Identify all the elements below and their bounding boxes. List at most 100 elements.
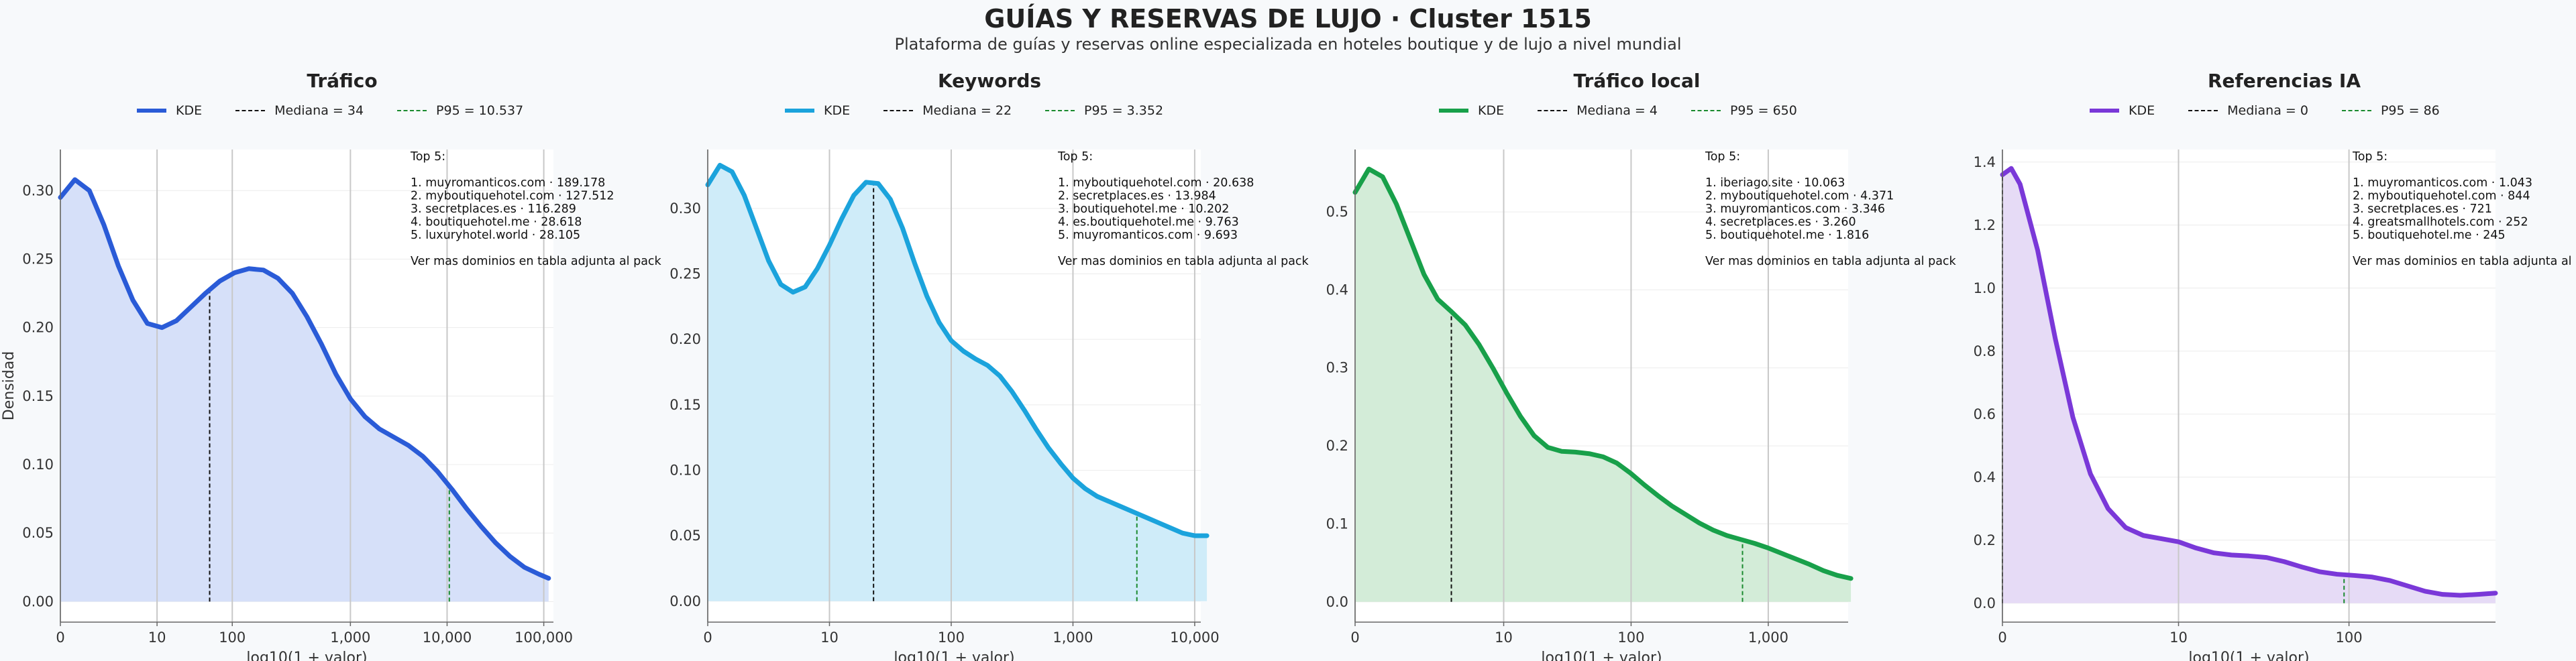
legend-label: P95 = 10.537 (436, 103, 524, 118)
legend-item-median: Mediana = 22 (883, 103, 1012, 118)
kde-area (708, 165, 1208, 601)
kde-chart: 0.0 0.2 0.4 0.6 0.8 1.0 1.2 1.4 0 10 100 log10(1 + … (1974, 149, 2576, 661)
y-tick-label: 0.1 (1326, 516, 1348, 532)
top5-line: 5. boutiquehotel.me · 245 (2353, 229, 2506, 242)
top5-line: 3. secretplaces.es · 721 (2353, 202, 2492, 216)
page-title: GUÍAS Y RESERVAS DE LUJO · Cluster 1515 (984, 4, 1592, 34)
kde-chart: 0.00 0.05 0.10 0.15 0.20 0.25 0.30 0 10 100 1,000 1… (669, 149, 1309, 661)
x-tick-label: 10 (820, 629, 839, 646)
panel-trafico: Tráfico KDE Mediana = 34 P95 = 10.537 0.… (1, 66, 662, 661)
panel-referencias-ia: Referencias IA KDE Mediana = 0 P95 = 86 … (1974, 66, 2576, 661)
p95-line-swatch (1690, 110, 1721, 111)
median-line-swatch (235, 110, 266, 111)
x-tick-label: 100,000 (515, 629, 573, 646)
top5-line: 2. myboutiquehotel.com · 127.512 (411, 190, 614, 203)
y-tick-label: 0.3 (1326, 360, 1348, 376)
y-tick-label: 0.25 (22, 251, 54, 267)
top5-line: 1. iberiago.site · 10.063 (1705, 176, 1845, 190)
top5-line: 3. muyromanticos.com · 3.346 (1705, 202, 1885, 216)
panel-title: Tráfico (307, 70, 378, 92)
top5-line: 5. boutiquehotel.me · 1.816 (1705, 229, 1869, 242)
top5-line: 1. myboutiquehotel.com · 20.638 (1058, 176, 1254, 190)
kde-line (58, 177, 551, 581)
p95-line-swatch (397, 110, 427, 111)
x-tick-label: 100 (1617, 629, 1644, 646)
y-tick-label: 0.10 (22, 457, 54, 473)
y-tick-label: 0.00 (669, 593, 701, 609)
legend-label: Mediana = 4 (1576, 103, 1658, 118)
top5-line: 4. secretplaces.es · 3.260 (1705, 216, 1856, 229)
panel-title: Tráfico local (1573, 70, 1701, 92)
legend: KDE Mediana = 4 P95 = 650 (1439, 101, 1797, 121)
top5-line: 3. secretplaces.es · 116.289 (411, 202, 576, 216)
x-tick-label: 1,000 (1053, 629, 1093, 646)
y-tick-label: 0.6 (1974, 406, 1996, 422)
top5-annotation: Top 5: 1. myboutiquehotel.com · 20.6382. … (1057, 150, 1309, 268)
y-tick-label: 0.30 (22, 182, 54, 198)
x-tick-label: 0 (56, 629, 64, 646)
y-axis-label: Densidad (1, 351, 17, 420)
y-tick-label: 0.0 (1326, 594, 1348, 610)
legend-item-kde: KDE (1439, 103, 1504, 118)
y-tick-label: 0.05 (22, 525, 54, 541)
top5-line: 5. muyromanticos.com · 9.693 (1058, 229, 1238, 242)
legend-item-p95: P95 = 10.537 (397, 103, 523, 118)
legend-label: Mediana = 34 (274, 103, 364, 118)
top5-line: 4. es.boutiquehotel.me · 9.763 (1058, 216, 1239, 229)
kde-area (60, 179, 549, 602)
kde-chart: 0.0 0.1 0.2 0.3 0.4 0.5 0 10 100 1,000 log10(1 + v… (1326, 149, 1957, 661)
x-tick-label: 10,000 (1170, 629, 1219, 646)
p95-line-swatch (2341, 110, 2371, 111)
kde-chart: 0.00 0.05 0.10 0.15 0.20 0.25 0.30 0 10 100 1,000 1… (1, 149, 662, 661)
y-tick-label: 0.8 (1974, 343, 1996, 359)
legend: KDE Mediana = 34 P95 = 10.537 (137, 101, 523, 121)
top5-line: 2. secretplaces.es · 13.984 (1058, 190, 1216, 203)
legend-label: P95 = 650 (1729, 103, 1797, 118)
x-tick-label: 0 (1350, 629, 1359, 646)
y-tick-label: 1.4 (1974, 154, 1996, 170)
top5-line: 3. boutiquehotel.me · 10.202 (1058, 202, 1229, 216)
y-tick-label: 0.4 (1974, 469, 1996, 485)
y-tick-label: 0.00 (22, 593, 54, 609)
median-line-swatch (1538, 110, 1568, 111)
y-tick-label: 0.25 (669, 266, 701, 282)
kde-area (1355, 169, 1851, 602)
legend-label: KDE (1478, 103, 1505, 118)
x-tick-label: 100 (938, 629, 965, 646)
top5-line: 5. luxuryhotel.world · 28.105 (411, 229, 580, 242)
y-tick-label: 0.5 (1326, 204, 1348, 220)
x-tick-label: 10,000 (423, 629, 472, 646)
x-axis-label: log10(1 + valor) (246, 650, 367, 661)
x-tick-label: 100 (219, 629, 246, 646)
legend-item-median: Mediana = 0 (2188, 103, 2308, 118)
x-tick-label: 10 (1495, 629, 1513, 646)
panel-title: Referencias IA (2207, 70, 2361, 92)
legend-item-p95: P95 = 3.352 (1045, 103, 1163, 118)
panel-trafico-local: Tráfico local KDE Mediana = 4 P95 = 650 … (1326, 66, 1957, 661)
legend-label: P95 = 86 (2380, 103, 2440, 118)
top5-line: Top 5: (410, 150, 445, 164)
top5-line: Ver mas dominios en tabla adjunta al pac… (2353, 255, 2576, 268)
x-axis-label: log10(1 + valor) (894, 650, 1014, 661)
top5-line: Ver mas dominios en tabla adjunta al pac… (1058, 255, 1309, 268)
top5-line: 4. boutiquehotel.me · 28.618 (411, 216, 582, 229)
x-tick-label: 0 (703, 629, 712, 646)
legend-label: KDE (176, 103, 203, 118)
kde-line (1352, 166, 1854, 581)
top5-line: 4. greatsmallhotels.com · 252 (2353, 216, 2528, 229)
kde-line (705, 162, 1210, 538)
x-tick-label: 1,000 (1748, 629, 1788, 646)
legend-item-kde: KDE (137, 103, 202, 118)
y-tick-label: 0.15 (22, 388, 54, 404)
x-tick-label: 100 (2336, 629, 2363, 646)
page-subtitle: Plataforma de guías y reservas online es… (894, 35, 1682, 54)
legend-label: Mediana = 0 (2227, 103, 2308, 118)
y-tick-label: 1.2 (1974, 217, 1996, 233)
top5-line: Ver mas dominios en tabla adjunta al pac… (411, 255, 662, 268)
y-tick-label: 0.20 (669, 331, 701, 347)
top5-line: Ver mas dominios en tabla adjunta al pac… (1705, 255, 1957, 268)
